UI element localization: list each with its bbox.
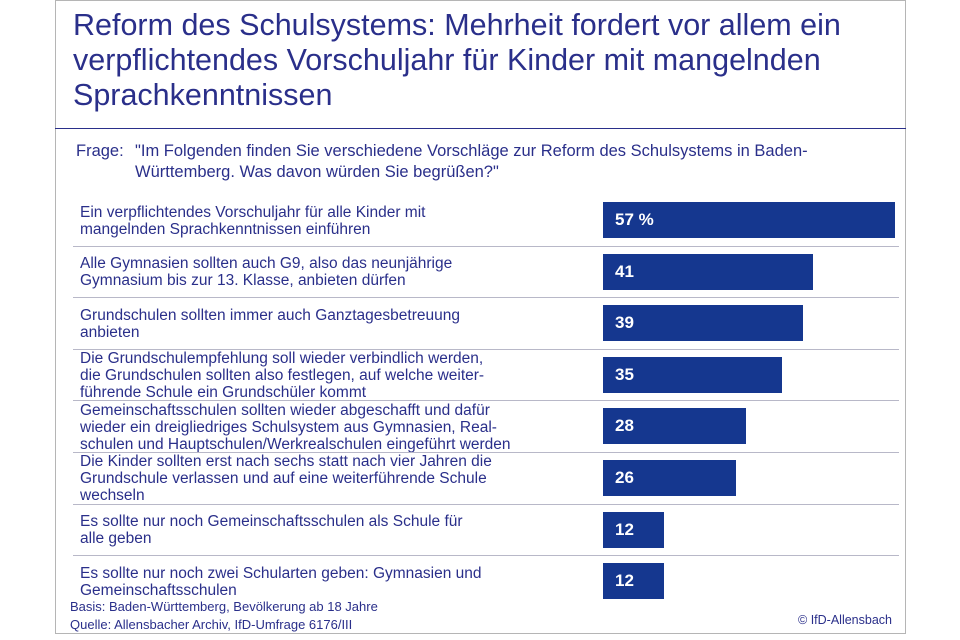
bar — [603, 305, 803, 342]
bar — [603, 563, 665, 600]
category-label: Ein verpflichtendes Vorschuljahr für all… — [80, 204, 590, 238]
category-label-line: wechseln — [80, 487, 145, 505]
category-label: Alle Gymnasien sollten auch G9, also das… — [80, 255, 590, 289]
row-divider — [73, 297, 899, 299]
bar-value-label: 35 — [615, 364, 634, 384]
category-label-line: Die Kinder sollten erst nach sechs statt… — [80, 453, 492, 471]
bar — [603, 253, 814, 290]
bar-value-label: 12 — [615, 571, 634, 591]
row-divider — [73, 400, 899, 402]
bar-value-label: 41 — [615, 261, 634, 281]
category-label-line: Alle Gymnasien sollten auch G9, also das… — [80, 255, 453, 273]
chart-title: Reform des Schulsystems: Mehrheit forder… — [73, 8, 841, 112]
category-label-line: Es sollte nur noch Gemeinschaftsschulen … — [80, 513, 463, 531]
category-label: Die Grundschulempfehlung soll wieder ver… — [80, 350, 590, 401]
category-label: Die Kinder sollten erst nach sechs statt… — [80, 453, 590, 504]
bar — [603, 202, 895, 238]
category-label: Gemeinschaftsschulen sollten wieder abge… — [80, 402, 590, 453]
row-divider — [73, 245, 899, 247]
category-label-line: schulen und Hauptschulen/Werkrealschulen… — [80, 435, 511, 453]
footer-source: Quelle: Allensbacher Archiv, IfD-Umfrage… — [70, 617, 353, 632]
row-divider — [73, 555, 899, 557]
category-label-line: anbieten — [80, 324, 140, 341]
category-label: Es sollte nur noch zwei Schularten geben… — [80, 565, 590, 599]
category-label-line: wieder ein dreigliedriges Schulsystem au… — [80, 418, 497, 436]
question-text: "Im Folgenden finden Sie verschiedene Vo… — [135, 142, 808, 181]
bar-value-label: 26 — [615, 468, 634, 487]
category-label-line: Ein verpflichtendes Vorschuljahr für all… — [80, 203, 426, 221]
bar-value-label: 39 — [615, 313, 634, 333]
bar-value-label: 57 % — [615, 210, 654, 229]
category-label-line: Gemeinschaftsschulen sollten wieder abge… — [80, 401, 490, 419]
chart-frame — [55, 0, 906, 634]
row-divider — [73, 452, 899, 453]
category-label-line: mangelnden Sprachkenntnissen einführen — [80, 220, 371, 238]
category-label: Es sollte nur noch Gemeinschaftsschulen … — [80, 513, 590, 547]
category-label-line: die Grundschulen sollten also festlegen,… — [80, 367, 485, 385]
category-label-line: Es sollte nur noch zwei Schularten geben… — [80, 565, 482, 582]
category-label-line: Die Grundschulempfehlung soll wieder ver… — [80, 350, 484, 368]
bar-value-label: 12 — [615, 519, 634, 539]
bar — [603, 511, 665, 548]
category-label-line: führende Schule ein Grundschüler kommt — [80, 384, 367, 402]
bar — [603, 408, 747, 445]
category-label-line: Gymnasium bis zur 13. Klasse, anbieten d… — [80, 272, 406, 290]
category-label-line: alle geben — [80, 530, 152, 548]
question-label: Frage: — [76, 142, 124, 160]
category-label: Grundschulen sollten immer auch Ganztage… — [80, 307, 590, 341]
footer-basis: Basis: Baden-Württemberg, Bevölkerung ab… — [70, 599, 378, 614]
category-label-line: Grundschulen sollten immer auch Ganztage… — [80, 307, 460, 324]
copyright: © IfD-Allensbach — [798, 613, 892, 627]
category-label-line: Grundschule verlassen und auf eine weite… — [80, 470, 487, 488]
title-divider — [55, 128, 906, 129]
row-divider — [73, 503, 899, 505]
bar — [603, 460, 737, 496]
row-divider — [73, 348, 899, 350]
bar-value-label: 28 — [615, 416, 634, 436]
bar — [603, 356, 783, 393]
category-label-line: Gemeinschaftsschulen — [80, 582, 237, 599]
